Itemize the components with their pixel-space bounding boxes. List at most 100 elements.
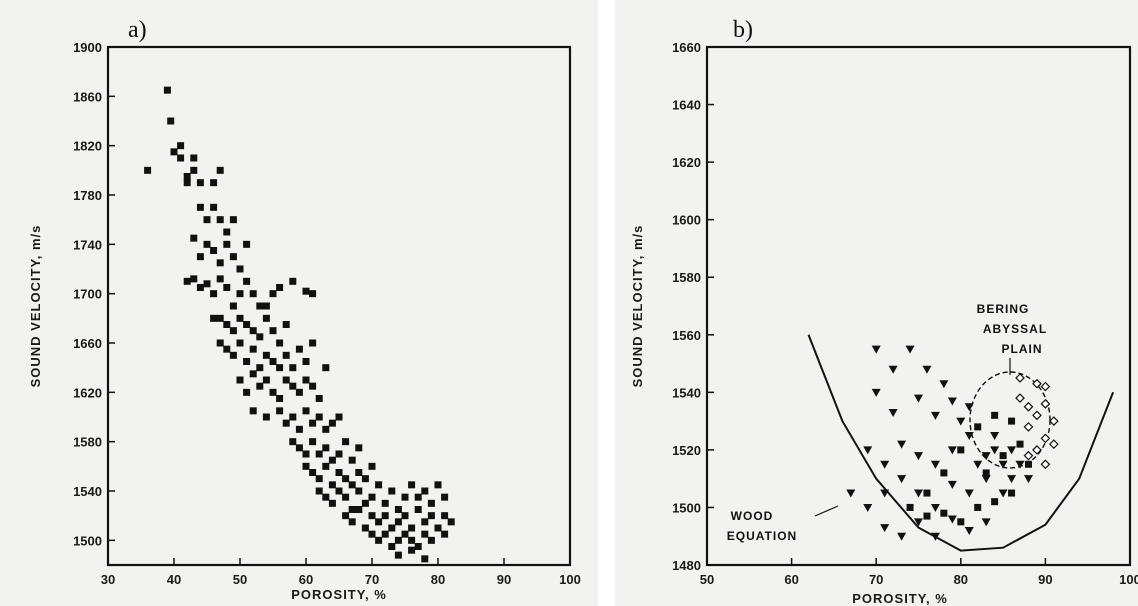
data-point bbox=[302, 376, 310, 384]
data-point bbox=[964, 403, 974, 412]
data-point bbox=[302, 450, 310, 458]
data-point bbox=[964, 489, 974, 498]
data-point bbox=[1023, 401, 1034, 412]
y-tick-label: 1660 bbox=[672, 40, 701, 55]
data-point bbox=[368, 530, 376, 538]
data-point bbox=[998, 489, 1008, 498]
panel-b-wood-equation-curve bbox=[807, 334, 1115, 552]
panel-b-label: b) bbox=[733, 17, 753, 43]
panel-a-points bbox=[144, 86, 455, 563]
data-point bbox=[256, 333, 264, 341]
data-point bbox=[335, 469, 343, 476]
data-point bbox=[421, 555, 429, 563]
data-point bbox=[262, 376, 270, 384]
x-tick-label: 80 bbox=[431, 572, 445, 587]
data-point bbox=[190, 234, 198, 242]
y-tick-label: 1600 bbox=[672, 213, 701, 228]
data-point bbox=[177, 154, 185, 162]
data-point bbox=[309, 438, 317, 446]
data-point bbox=[880, 524, 890, 533]
panel-b-annotation-abyssal: ABYSSAL bbox=[983, 322, 1047, 336]
data-point bbox=[210, 314, 218, 322]
data-point bbox=[863, 446, 873, 455]
data-point bbox=[427, 499, 435, 507]
data-point bbox=[243, 277, 251, 285]
data-point bbox=[342, 493, 350, 501]
data-point bbox=[328, 419, 336, 427]
data-point bbox=[401, 530, 409, 538]
data-point bbox=[203, 280, 211, 288]
data-point bbox=[249, 290, 257, 298]
data-point bbox=[375, 481, 383, 489]
data-point bbox=[434, 481, 442, 489]
data-point bbox=[408, 481, 416, 489]
data-point bbox=[315, 450, 323, 458]
data-point bbox=[388, 543, 396, 550]
data-point bbox=[282, 419, 290, 427]
data-point bbox=[223, 240, 231, 248]
panel-b-bering-plain-outline bbox=[969, 371, 1051, 469]
data-point bbox=[434, 524, 442, 532]
data-point bbox=[914, 489, 923, 498]
data-point bbox=[269, 327, 277, 335]
panel-b: b) 50 60 70 80 90 100 1480 1500 1520 1540 1560 158… bbox=[630, 17, 1138, 606]
data-point bbox=[388, 524, 396, 532]
data-point bbox=[1040, 459, 1051, 470]
data-point bbox=[394, 506, 402, 513]
data-point bbox=[441, 530, 449, 538]
y-tick-label: 1620 bbox=[672, 155, 701, 170]
data-point bbox=[930, 532, 940, 541]
data-point bbox=[388, 487, 396, 495]
data-point bbox=[1023, 450, 1034, 461]
data-point bbox=[1008, 417, 1016, 425]
data-point bbox=[309, 419, 317, 427]
data-point bbox=[335, 450, 343, 458]
data-point bbox=[309, 469, 317, 476]
y-tick-label: 1480 bbox=[672, 558, 701, 573]
data-point bbox=[930, 460, 940, 469]
panel-b-x-axis-title: POROSITY, % bbox=[852, 591, 948, 606]
x-tick-label: 80 bbox=[954, 572, 968, 587]
data-point bbox=[269, 388, 277, 396]
y-tick-label: 1540 bbox=[73, 484, 102, 499]
data-point bbox=[421, 518, 429, 526]
data-point bbox=[1015, 460, 1025, 469]
data-point bbox=[991, 411, 999, 419]
data-point bbox=[939, 380, 949, 389]
x-tick-label: 60 bbox=[299, 572, 313, 587]
data-point bbox=[256, 302, 264, 310]
data-point bbox=[309, 290, 317, 298]
panel-b-annotation-bering: BERING bbox=[977, 302, 1030, 316]
data-point bbox=[328, 499, 336, 507]
data-point bbox=[394, 551, 402, 559]
data-point bbox=[315, 475, 323, 483]
data-point bbox=[427, 536, 435, 544]
panel-b-x-ticks: 50 60 70 80 90 100 bbox=[700, 558, 1138, 587]
data-point bbox=[1015, 373, 1025, 383]
data-point bbox=[262, 302, 270, 310]
y-tick-label: 1900 bbox=[73, 40, 102, 55]
data-point bbox=[216, 314, 224, 322]
y-tick-label: 1660 bbox=[73, 336, 102, 351]
data-point bbox=[342, 512, 350, 520]
data-point bbox=[1049, 416, 1059, 426]
data-point bbox=[177, 142, 185, 150]
data-point bbox=[914, 394, 923, 403]
data-point bbox=[229, 216, 237, 224]
data-point bbox=[328, 481, 336, 489]
panel-b-y-ticks: 1480 1500 1520 1540 1560 1580 1600 1620 1640 1660 bbox=[672, 40, 714, 573]
data-point bbox=[243, 358, 251, 365]
data-point bbox=[947, 397, 957, 406]
data-point bbox=[309, 339, 317, 347]
data-point bbox=[223, 321, 231, 328]
panel-b-plot-frame bbox=[705, 45, 1132, 567]
x-tick-label: 30 bbox=[101, 572, 115, 587]
data-point bbox=[414, 506, 422, 513]
data-point bbox=[322, 364, 330, 372]
data-point bbox=[888, 408, 898, 417]
data-point bbox=[289, 413, 297, 421]
data-point bbox=[282, 376, 290, 384]
y-tick-label: 1620 bbox=[73, 385, 102, 400]
data-point bbox=[183, 173, 191, 180]
data-point bbox=[355, 487, 363, 495]
